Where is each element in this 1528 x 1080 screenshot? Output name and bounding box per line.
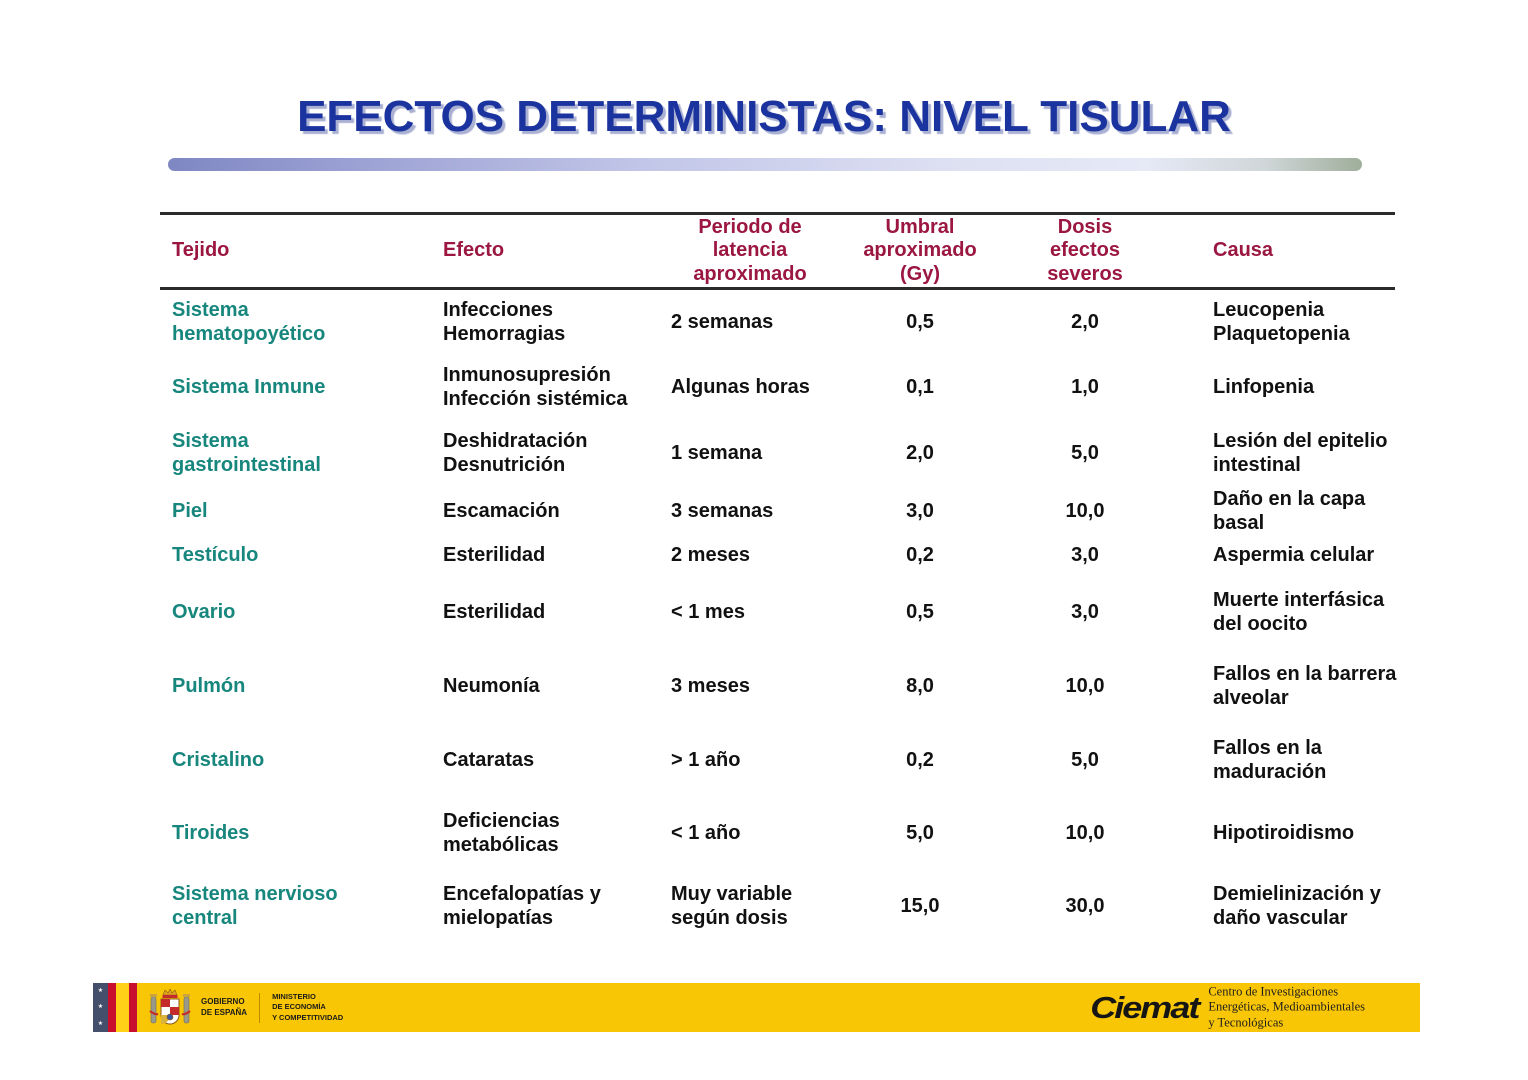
cell-causa: Aspermia celular	[1213, 543, 1375, 566]
cell-umbral: 0,5	[906, 600, 934, 623]
flag-stars-panel: ★ ★ ★	[93, 983, 108, 1032]
column-header-dosis: Dosis efectos severos	[995, 212, 1175, 290]
cell-efecto: Esterilidad	[443, 600, 546, 623]
table-row: Piel Escamación 3 semanas 3,0 10,0 Daño …	[160, 487, 1395, 535]
flag-red-stripe	[108, 983, 116, 1032]
cell-causa: Hipotiroidismo	[1213, 821, 1355, 844]
footer-bar: ★ ★ ★	[93, 983, 1420, 1032]
cell-tejido: Sistema nervioso central	[172, 882, 338, 929]
cell-tejido: Pulmón	[172, 674, 246, 697]
cell-causa: Demielinización y daño vascular	[1213, 882, 1381, 929]
cell-periodo: > 1 año	[671, 748, 741, 771]
gobierno-de-espana-label: GOBIERNO DE ESPAÑA	[201, 997, 248, 1017]
cell-dosis: 3,0	[1071, 600, 1099, 623]
table-row: Tiroides Deficiencias metabólicas < 1 añ…	[160, 797, 1395, 869]
cell-tejido: Sistema Inmune	[172, 375, 326, 398]
cell-tejido: Piel	[172, 499, 208, 522]
cell-dosis: 30,0	[1065, 894, 1105, 917]
cell-umbral: 3,0	[906, 499, 934, 522]
cell-causa: Daño en la capa basal	[1213, 487, 1366, 534]
cell-dosis: 5,0	[1071, 748, 1099, 771]
spain-flag-icon: ★ ★ ★	[93, 983, 137, 1032]
cell-umbral: 2,0	[906, 441, 934, 464]
cell-dosis: 10,0	[1065, 674, 1105, 697]
cell-umbral: 8,0	[906, 674, 934, 697]
cell-dosis: 3,0	[1071, 543, 1099, 566]
cell-periodo: 3 meses	[671, 674, 750, 697]
deterministic-effects-table: Tejido Efecto Periodo de latencia aproxi…	[160, 212, 1397, 943]
table-row: Ovario Esterilidad < 1 mes 0,5 3,0 Muert…	[160, 575, 1395, 649]
cell-tejido: Cristalino	[172, 748, 265, 771]
table-row: Sistema hematopoyético Infecciones Hemor…	[160, 289, 1395, 355]
ciemat-logo-block: Ciemat Centro de Investigaciones Energét…	[1090, 984, 1365, 1031]
table-header-row: Tejido Efecto Periodo de latencia aproxi…	[160, 212, 1395, 290]
cell-periodo: 1 semana	[671, 441, 763, 464]
government-logo-block: ★ ★ ★	[93, 983, 343, 1032]
effects-table-wrap: Tejido Efecto Periodo de latencia aproxi…	[160, 212, 1397, 943]
cell-umbral: 0,2	[906, 543, 934, 566]
cell-umbral: 15,0	[900, 894, 940, 917]
cell-causa: Linfopenia	[1213, 375, 1315, 398]
cell-periodo: < 1 mes	[671, 600, 745, 623]
cell-causa: Muerte interfásica del oocito	[1213, 588, 1385, 635]
table-row: Cristalino Cataratas > 1 año 0,2 5,0 Fal…	[160, 723, 1395, 797]
cell-periodo: 2 meses	[671, 543, 750, 566]
cell-umbral: 5,0	[906, 821, 934, 844]
cell-tejido: Testículo	[172, 543, 259, 566]
cell-umbral: 0,5	[906, 311, 934, 334]
cell-dosis: 10,0	[1065, 821, 1105, 844]
ciemat-logo: Ciemat	[1090, 989, 1200, 1025]
column-header-causa: Causa	[1175, 212, 1395, 290]
cell-dosis: 10,0	[1065, 499, 1105, 522]
cell-efecto: Escamación	[443, 499, 560, 522]
cell-tejido: Tiroides	[172, 821, 250, 844]
column-header-umbral: Umbral aproximado (Gy)	[845, 212, 995, 290]
cell-causa: Lesión del epitelio intestinal	[1213, 429, 1388, 476]
title-underline-rule	[168, 158, 1362, 171]
flag-red-stripe	[129, 983, 137, 1032]
cell-efecto: Esterilidad	[443, 543, 546, 566]
flag-yellow-stripe	[116, 983, 129, 1032]
cell-efecto: Encefalopatías y mielopatías	[443, 882, 601, 929]
cell-efecto: Inmunosupresión Infección sistémica	[443, 363, 628, 410]
table-row: Pulmón Neumonía 3 meses 8,0 10,0 Fallos …	[160, 649, 1397, 723]
ministerio-label: MINISTERIO DE ECONOMÍA Y COMPETITIVIDAD	[272, 992, 344, 1022]
cell-tejido: Sistema hematopoyético	[172, 299, 326, 346]
cell-periodo: 3 semanas	[671, 499, 774, 522]
table-row: Sistema Inmune Inmunosupresión Infección…	[160, 355, 1395, 419]
column-header-periodo: Periodo de latencia aproximado	[655, 212, 845, 290]
cell-dosis: 1,0	[1071, 375, 1099, 398]
cell-dosis: 5,0	[1071, 441, 1099, 464]
page-title: EFECTOS DETERMINISTAS: NIVEL TISULAR	[297, 92, 1231, 141]
logo-divider	[259, 992, 261, 1023]
spain-coat-of-arms-icon	[149, 987, 191, 1024]
cell-umbral: 0,2	[906, 748, 934, 771]
cell-efecto: Cataratas	[443, 748, 535, 771]
column-header-tejido: Tejido	[160, 212, 435, 290]
cell-causa: Fallos en la maduración	[1213, 736, 1327, 783]
cell-periodo: 2 semanas	[671, 311, 774, 334]
cell-causa: Fallos en la barrera alveolar	[1213, 662, 1397, 709]
cell-efecto: Deficiencias metabólicas	[443, 809, 560, 856]
table-row: Sistema nervioso central Encefalopatías …	[160, 869, 1395, 943]
cell-causa: Leucopenia Plaquetopenia	[1213, 299, 1350, 346]
table-row: Testículo Esterilidad 2 meses 0,2 3,0 As…	[160, 535, 1395, 575]
ciemat-description: Centro de Investigaciones Energéticas, M…	[1208, 984, 1365, 1030]
cell-efecto: Infecciones Hemorragias	[443, 299, 566, 346]
table-body: Sistema hematopoyético Infecciones Hemor…	[160, 289, 1397, 943]
table-row: Sistema gastrointestinal Deshidratación …	[160, 419, 1395, 487]
cell-periodo: Muy variable según dosis	[671, 882, 793, 929]
cell-efecto: Deshidratación Desnutrición	[443, 429, 588, 476]
cell-periodo: Algunas horas	[671, 375, 810, 398]
cell-umbral: 0,1	[906, 375, 934, 398]
column-header-efecto: Efecto	[435, 212, 655, 290]
cell-dosis: 2,0	[1071, 311, 1099, 334]
cell-efecto: Neumonía	[443, 674, 540, 697]
cell-periodo: < 1 año	[671, 821, 741, 844]
cell-tejido: Ovario	[172, 600, 236, 623]
cell-tejido: Sistema gastrointestinal	[172, 429, 321, 476]
